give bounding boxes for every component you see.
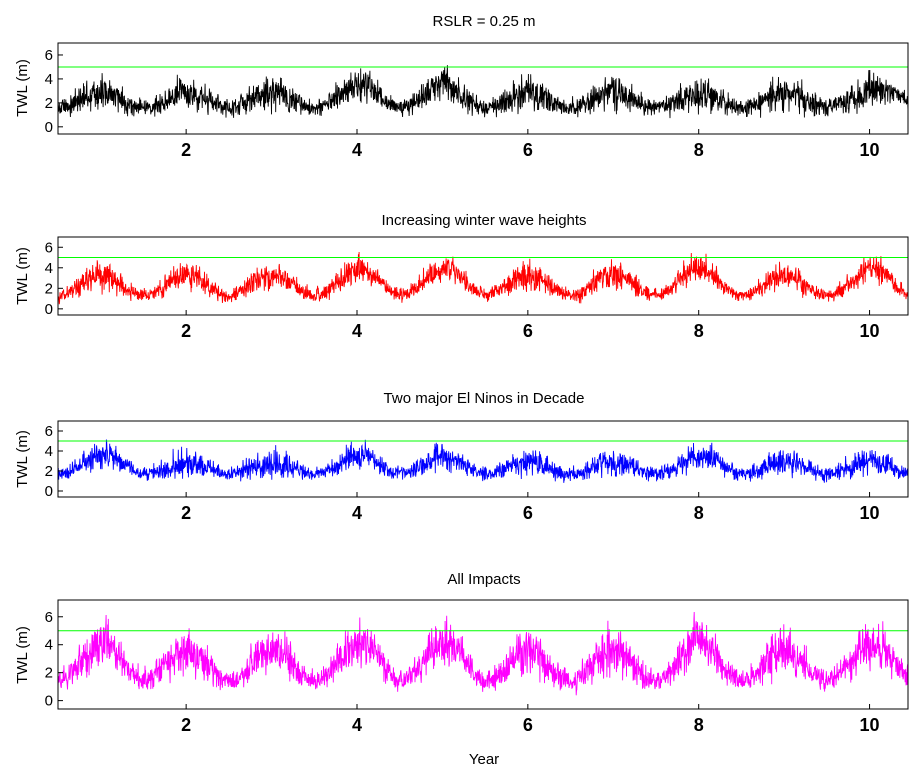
plot-frame [57,236,909,316]
x-tick-label: 8 [694,140,704,160]
signal-group [57,439,909,483]
y-ticks: 0 2 4 6 [45,609,53,710]
y-axis-label: TWL (m) [14,626,31,684]
x-tick-label: 2 [181,140,191,160]
y-ticks: 0 2 4 6 [45,423,53,500]
y-tick-label: 4 [45,71,53,88]
x-tick-label: 4 [352,715,362,735]
panel-title: RSLR = 0.25 m [433,13,536,30]
panel-rslr: RSLR = 0.25 m TWL (m) 0 2 4 6 2 4 6 8 10 [14,13,909,160]
y-tick-label: 6 [45,609,53,626]
y-tick-label: 2 [45,95,53,112]
twl-series-line [57,439,909,483]
x-tick-label: 10 [860,140,880,160]
x-tick-label: 8 [694,503,704,523]
panel-title: Increasing winter wave heights [381,212,586,229]
y-axis-label: TWL (m) [14,430,31,488]
x-tick-label: 2 [181,715,191,735]
x-tick-label: 10 [860,321,880,341]
y-tick-label: 0 [45,693,53,710]
x-tick-label: 2 [181,321,191,341]
y-axis-label: TWL (m) [14,59,31,117]
x-ticks: 2 4 6 8 10 [181,715,879,735]
x-tick-label: 6 [523,140,533,160]
panel-winter-waves: Increasing winter wave heights TWL (m) 0… [14,212,909,341]
x-tick-label: 6 [523,321,533,341]
panel-title: All Impacts [447,571,520,588]
x-tick-label: 2 [181,503,191,523]
x-tick-label: 4 [352,321,362,341]
x-tick-label: 4 [352,503,362,523]
plot-frame [57,599,909,710]
panel-all-impacts: All Impacts TWL (m) 0 2 4 6 2 4 6 8 10 Y… [14,571,909,768]
plot-frame [57,42,909,135]
y-tick-label: 4 [45,260,53,277]
signal-group [57,65,909,119]
x-axis-label: Year [469,751,499,768]
twl-series-line [57,611,909,696]
y-ticks: 0 2 4 6 [45,47,53,136]
y-tick-label: 0 [45,483,53,500]
y-tick-label: 0 [45,301,53,318]
y-tick-label: 2 [45,280,53,297]
twl-series-line [57,251,909,305]
y-tick-label: 6 [45,423,53,440]
x-tick-label: 10 [860,503,880,523]
y-tick-label: 6 [45,47,53,64]
signal-group [57,611,909,696]
y-tick-label: 0 [45,119,53,136]
panel-title: Two major El Ninos in Decade [384,390,585,407]
x-tick-label: 10 [860,715,880,735]
y-tick-label: 6 [45,239,53,256]
y-tick-label: 4 [45,637,53,654]
x-tick-label: 4 [352,140,362,160]
plot-frame [57,420,909,498]
x-tick-label: 6 [523,715,533,735]
x-ticks: 2 4 6 8 10 [181,503,879,523]
x-tick-label: 6 [523,503,533,523]
signal-group [57,251,909,305]
x-tick-label: 8 [694,715,704,735]
y-tick-label: 4 [45,443,53,460]
y-tick-label: 2 [45,463,53,480]
x-ticks: 2 4 6 8 10 [181,321,879,341]
x-ticks: 2 4 6 8 10 [181,140,879,160]
x-tick-label: 8 [694,321,704,341]
twl-series-line [57,65,909,119]
y-ticks: 0 2 4 6 [45,239,53,318]
y-tick-label: 2 [45,665,53,682]
y-axis-label: TWL (m) [14,247,31,305]
panel-el-ninos: Two major El Ninos in Decade TWL (m) 0 2… [14,390,909,523]
